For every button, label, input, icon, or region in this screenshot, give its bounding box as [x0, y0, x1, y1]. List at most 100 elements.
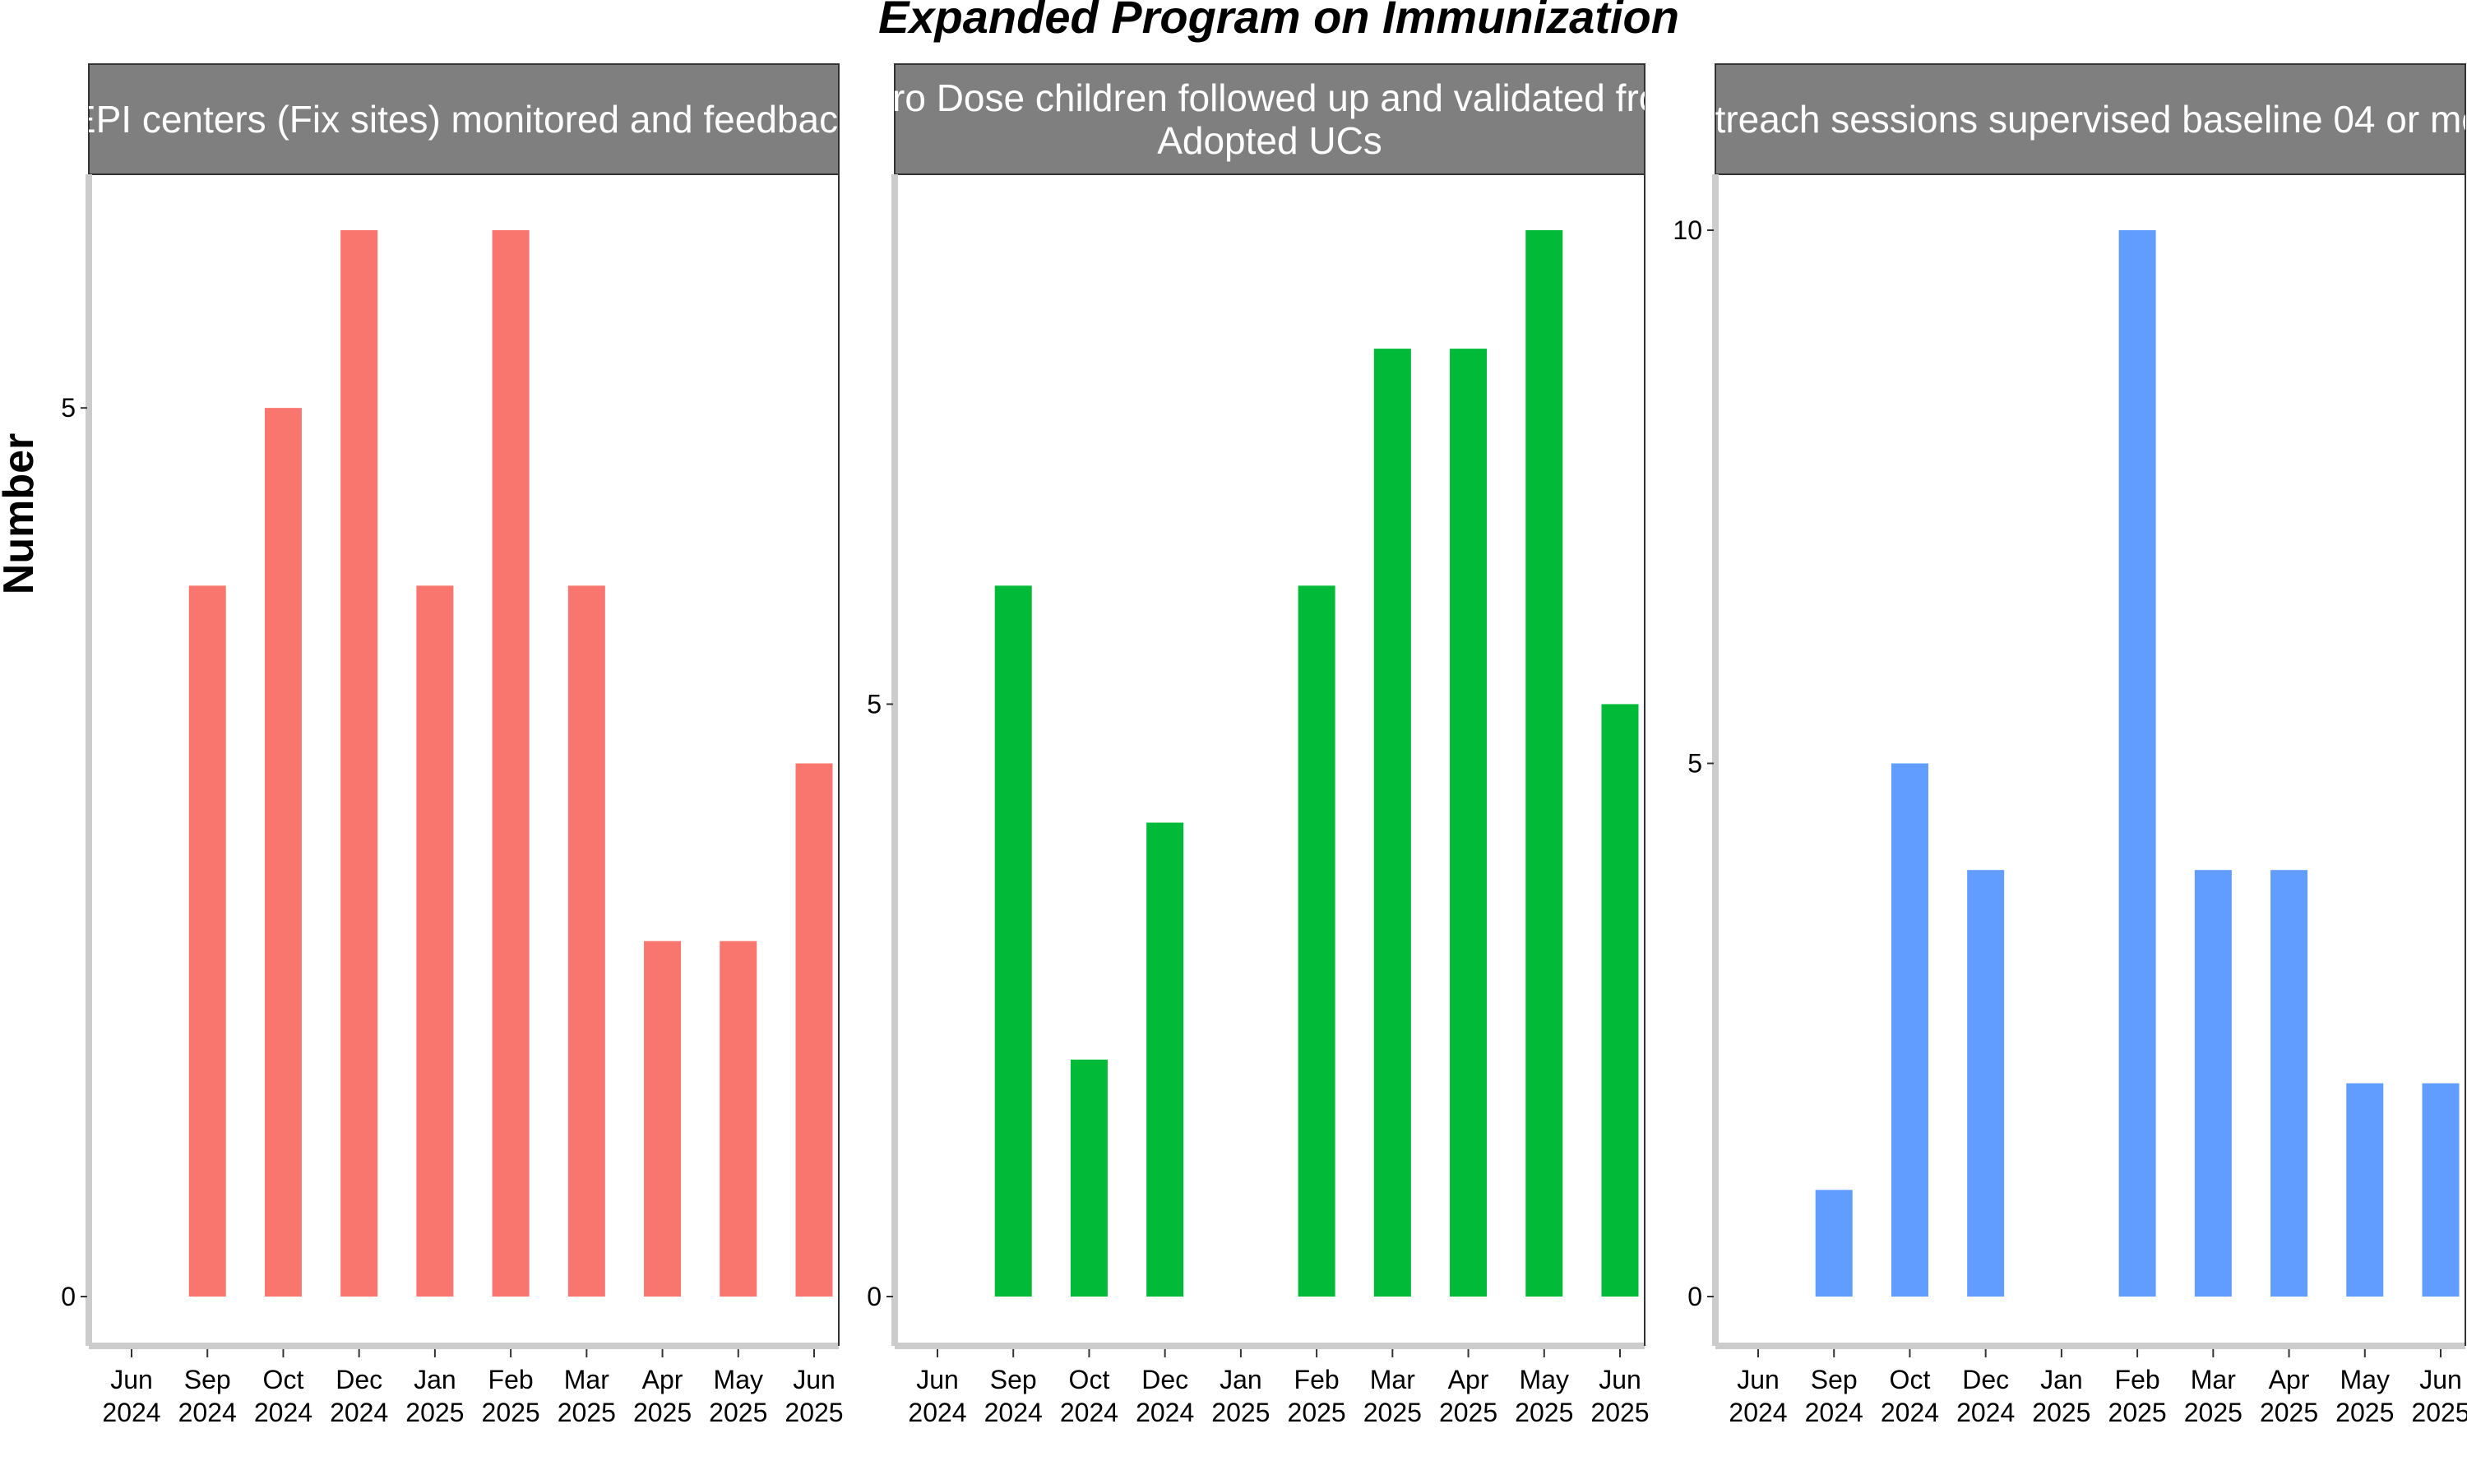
x-tick-label: Sep	[184, 1365, 231, 1394]
x-tick-label: Apr	[1448, 1365, 1489, 1394]
y-axis-label: Number	[0, 433, 43, 594]
x-tick-label: Feb	[488, 1365, 534, 1394]
bar-2-2	[994, 585, 1032, 1297]
bar-3-4	[1967, 870, 2005, 1297]
chart-title: Expanded Program on Immunization	[878, 0, 1679, 43]
bar-2-9	[1525, 230, 1563, 1297]
x-tick-label: 2025	[633, 1398, 692, 1427]
x-tick-label: 2025	[1288, 1398, 1346, 1427]
x-tick-label: Mar	[2191, 1365, 2236, 1394]
x-tick-label: Oct	[1069, 1365, 1110, 1394]
bar-2-7	[1373, 349, 1411, 1297]
facet-strip-label: Adopted UCs	[1157, 119, 1382, 162]
x-tick-label: 2024	[1729, 1398, 1787, 1427]
bar-1-6	[492, 230, 530, 1297]
bar-3-7	[2194, 870, 2232, 1297]
bar-3-2	[1815, 1190, 1853, 1297]
x-tick-label: 2024	[1881, 1398, 1939, 1427]
x-tick-label: 2025	[1363, 1398, 1422, 1427]
x-tick-label: 2025	[2411, 1398, 2467, 1427]
x-tick-label: Feb	[2115, 1365, 2160, 1394]
x-tick-label: 2025	[558, 1398, 616, 1427]
bar-2-6	[1298, 585, 1335, 1297]
x-tick-label: 2025	[1439, 1398, 1497, 1427]
bar-2-10	[1601, 704, 1639, 1297]
x-tick-label: 2024	[254, 1398, 312, 1427]
facet-strip-label: EPI centers (Fix sites) monitored and fe…	[71, 98, 858, 141]
x-tick-label: Jun	[1737, 1365, 1780, 1394]
facet-strip-label: Zero Dose children followed up and valid…	[848, 76, 1691, 119]
x-tick-label: 2024	[102, 1398, 160, 1427]
x-tick-label: Jun	[916, 1365, 959, 1394]
x-tick-label: Apr	[642, 1365, 683, 1394]
x-tick-label: 2025	[785, 1398, 843, 1427]
bar-3-3	[1891, 763, 1928, 1297]
y-tick-label: 0	[1687, 1282, 1702, 1311]
bar-1-2	[188, 585, 226, 1297]
x-tick-label: 2025	[2335, 1398, 2394, 1427]
facet-strip	[894, 63, 1645, 175]
x-tick-label: 2024	[1060, 1398, 1118, 1427]
bar-3-9	[2346, 1083, 2384, 1297]
bar-1-3	[264, 408, 302, 1297]
facet-panels: EPI centers (Fix sites) monitored and fe…	[61, 63, 2467, 1427]
facet-panel-2: Zero Dose children followed up and valid…	[848, 63, 1691, 1427]
x-tick-label: 2025	[2184, 1398, 2243, 1427]
x-tick-label: 2024	[984, 1398, 1043, 1427]
x-tick-label: Jan	[414, 1365, 456, 1394]
x-tick-label: 2024	[1805, 1398, 1863, 1427]
x-tick-label: Jun	[1599, 1365, 1641, 1394]
x-tick-label: May	[2340, 1365, 2390, 1394]
y-tick-label: 5	[61, 393, 76, 423]
x-tick-label: Mar	[1370, 1365, 1415, 1394]
y-tick-label: 5	[867, 689, 882, 719]
x-tick-label: Jun	[2419, 1365, 2462, 1394]
bar-1-10	[795, 763, 833, 1297]
x-tick-label: 2024	[908, 1398, 966, 1427]
facet-strip-label: Outreach sessions supervised baseline 04…	[1664, 98, 2467, 141]
y-tick-label: 5	[1687, 749, 1702, 779]
x-tick-label: 2024	[1136, 1398, 1194, 1427]
bar-3-8	[2270, 870, 2308, 1297]
bar-2-3	[1070, 1059, 1108, 1297]
x-tick-label: 2024	[178, 1398, 237, 1427]
x-tick-label: 2025	[2108, 1398, 2167, 1427]
x-tick-label: Jan	[2040, 1365, 2083, 1394]
x-tick-label: Oct	[1890, 1365, 1931, 1394]
x-tick-label: Dec	[1962, 1365, 2009, 1394]
x-tick-label: Jan	[1220, 1365, 1262, 1394]
bar-3-10	[2422, 1083, 2460, 1297]
x-tick-label: Oct	[263, 1365, 304, 1394]
x-tick-label: 2024	[330, 1398, 388, 1427]
x-tick-label: Sep	[990, 1365, 1037, 1394]
x-tick-label: 2025	[2260, 1398, 2318, 1427]
facet-strip	[1715, 63, 2466, 175]
bar-1-4	[340, 230, 378, 1297]
x-tick-label: 2025	[1590, 1398, 1649, 1427]
bar-2-4	[1146, 822, 1184, 1297]
x-tick-label: Apr	[2269, 1365, 2310, 1394]
bar-3-6	[2118, 230, 2156, 1297]
x-tick-label: 2025	[1211, 1398, 1270, 1427]
bar-2-8	[1450, 349, 1488, 1297]
x-tick-label: 2024	[1956, 1398, 2015, 1427]
x-tick-label: Dec	[1141, 1365, 1188, 1394]
x-tick-label: May	[714, 1365, 763, 1394]
x-tick-label: 2025	[405, 1398, 464, 1427]
x-tick-label: 2025	[2032, 1398, 2090, 1427]
x-tick-label: Sep	[1811, 1365, 1858, 1394]
bar-1-7	[567, 585, 605, 1297]
bar-1-8	[644, 941, 682, 1297]
facet-strip	[88, 63, 840, 175]
x-tick-label: Mar	[564, 1365, 609, 1394]
x-tick-label: 2025	[709, 1398, 767, 1427]
x-tick-label: Jun	[110, 1365, 153, 1394]
x-tick-label: Feb	[1294, 1365, 1340, 1394]
facet-panel-1: EPI centers (Fix sites) monitored and fe…	[61, 63, 858, 1427]
x-tick-label: Jun	[793, 1365, 835, 1394]
facet-panel-3: Outreach sessions supervised baseline 04…	[1664, 63, 2467, 1427]
y-tick-label: 0	[61, 1282, 76, 1311]
y-tick-label: 10	[1673, 215, 1702, 245]
